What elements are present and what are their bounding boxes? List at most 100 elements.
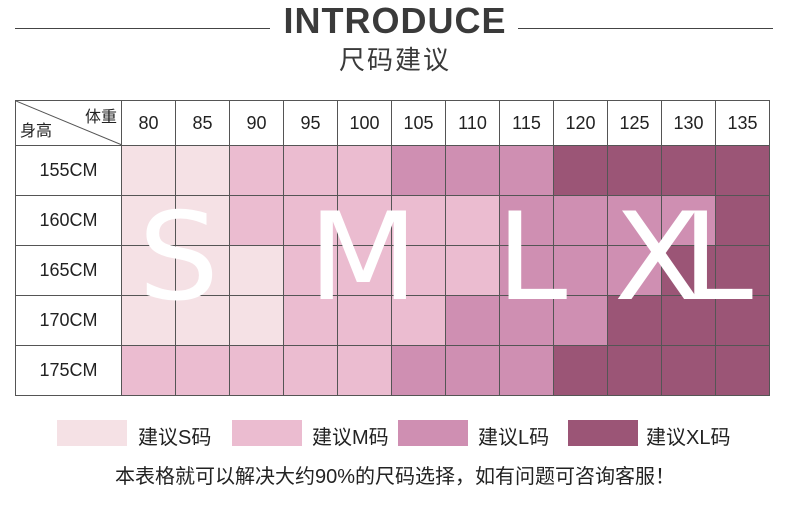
weight-header-cell: 110 bbox=[445, 100, 500, 146]
height-row-label: 175CM bbox=[15, 345, 122, 396]
size-cell bbox=[283, 245, 338, 296]
table-row: 155CM bbox=[15, 145, 770, 196]
legend-label-xl: 建议XL码 bbox=[646, 427, 731, 449]
size-cell bbox=[445, 345, 500, 396]
weight-header-cell: 80 bbox=[121, 100, 176, 146]
size-cell bbox=[607, 245, 662, 296]
size-cell bbox=[337, 145, 392, 196]
weight-header-cell: 105 bbox=[391, 100, 446, 146]
size-cell bbox=[661, 295, 716, 346]
table-row: 170CM bbox=[15, 295, 770, 346]
size-cell bbox=[229, 295, 284, 346]
size-cell bbox=[553, 195, 608, 246]
size-cell bbox=[391, 245, 446, 296]
size-cell bbox=[445, 145, 500, 196]
size-cell bbox=[175, 245, 230, 296]
title-rule-left bbox=[15, 28, 270, 29]
size-cell bbox=[715, 145, 770, 196]
legend-label-l: 建议L码 bbox=[478, 427, 550, 449]
size-cell bbox=[553, 295, 608, 346]
size-cell bbox=[337, 295, 392, 346]
size-cell bbox=[121, 295, 176, 346]
size-cell bbox=[607, 345, 662, 396]
size-cell bbox=[445, 195, 500, 246]
weight-header-cell: 95 bbox=[283, 100, 338, 146]
footnote: 本表格就可以解决大约90%的尺码选择，如有问题可咨询客服！ bbox=[114, 466, 676, 488]
size-cell bbox=[715, 345, 770, 396]
weight-header-cell: 125 bbox=[607, 100, 662, 146]
size-cell bbox=[661, 195, 716, 246]
size-cell bbox=[337, 345, 392, 396]
size-cell bbox=[661, 145, 716, 196]
page-title: INTRODUCE bbox=[283, 0, 507, 41]
size-cell bbox=[121, 195, 176, 246]
size-cell bbox=[499, 295, 554, 346]
weight-header-cell: 130 bbox=[661, 100, 716, 146]
weight-header-cell: 135 bbox=[715, 100, 770, 146]
height-axis-label: 身高 bbox=[20, 123, 53, 140]
size-cell bbox=[607, 295, 662, 346]
size-cell bbox=[121, 145, 176, 196]
size-legend: 建议S码 建议M码 建议L码 建议XL码 bbox=[0, 420, 790, 449]
size-cell bbox=[607, 195, 662, 246]
height-row-label: 160CM bbox=[15, 195, 122, 246]
legend-swatch-l bbox=[398, 420, 468, 446]
size-cell bbox=[499, 245, 554, 296]
table-corner-cell: 体重 身高 bbox=[15, 100, 122, 146]
weight-header-cell: 115 bbox=[499, 100, 554, 146]
size-cell bbox=[175, 195, 230, 246]
size-cell bbox=[553, 345, 608, 396]
size-cell bbox=[391, 195, 446, 246]
legend-label-s: 建议S码 bbox=[138, 427, 212, 449]
weight-header-cell: 85 bbox=[175, 100, 230, 146]
size-cell bbox=[175, 295, 230, 346]
size-cell bbox=[715, 295, 770, 346]
size-cell bbox=[229, 195, 284, 246]
table-row: 160CM bbox=[15, 195, 770, 246]
size-cell bbox=[499, 345, 554, 396]
size-cell bbox=[607, 145, 662, 196]
corner-diagonal bbox=[16, 101, 121, 145]
weight-header-cell: 100 bbox=[337, 100, 392, 146]
size-cell bbox=[337, 245, 392, 296]
size-cell bbox=[229, 245, 284, 296]
height-row-label: 155CM bbox=[15, 145, 122, 196]
size-cell bbox=[391, 295, 446, 346]
size-cell bbox=[499, 145, 554, 196]
size-cell bbox=[553, 145, 608, 196]
legend-swatch-xl bbox=[568, 420, 638, 446]
size-cell bbox=[553, 245, 608, 296]
weight-header-row: 体重 身高 80 85 90 95 100 105 110 115 120 125 130 135 bbox=[15, 100, 770, 146]
size-cell bbox=[121, 345, 176, 396]
weight-axis-label: 体重 bbox=[84, 109, 117, 126]
size-cell bbox=[175, 345, 230, 396]
size-cell bbox=[283, 295, 338, 346]
size-cell bbox=[283, 195, 338, 246]
weight-header-cell: 90 bbox=[229, 100, 284, 146]
height-row-label: 165CM bbox=[15, 245, 122, 296]
table-row: 175CM bbox=[15, 345, 770, 396]
size-cell bbox=[283, 345, 338, 396]
table-row: 165CM bbox=[15, 245, 770, 296]
size-cell bbox=[175, 145, 230, 196]
title-rule-right bbox=[518, 28, 773, 29]
size-cell bbox=[715, 245, 770, 296]
size-cell bbox=[391, 145, 446, 196]
legend-swatch-s bbox=[57, 420, 127, 446]
size-cell bbox=[445, 295, 500, 346]
height-row-label: 170CM bbox=[15, 295, 122, 346]
size-cell bbox=[445, 245, 500, 296]
size-chart-table: 体重 身高 80 85 90 95 100 105 110 115 120 125 130 135 1… bbox=[15, 100, 770, 396]
size-cell bbox=[661, 345, 716, 396]
size-cell bbox=[715, 195, 770, 246]
legend-swatch-m bbox=[232, 420, 302, 446]
page-subtitle: 尺码建议 bbox=[338, 45, 451, 75]
size-cell bbox=[283, 145, 338, 196]
weight-header-cell: 120 bbox=[553, 100, 608, 146]
size-cell bbox=[661, 245, 716, 296]
size-cell bbox=[499, 195, 554, 246]
size-cell bbox=[229, 345, 284, 396]
size-cell bbox=[337, 195, 392, 246]
size-cell bbox=[121, 245, 176, 296]
legend-label-m: 建议M码 bbox=[312, 427, 389, 449]
